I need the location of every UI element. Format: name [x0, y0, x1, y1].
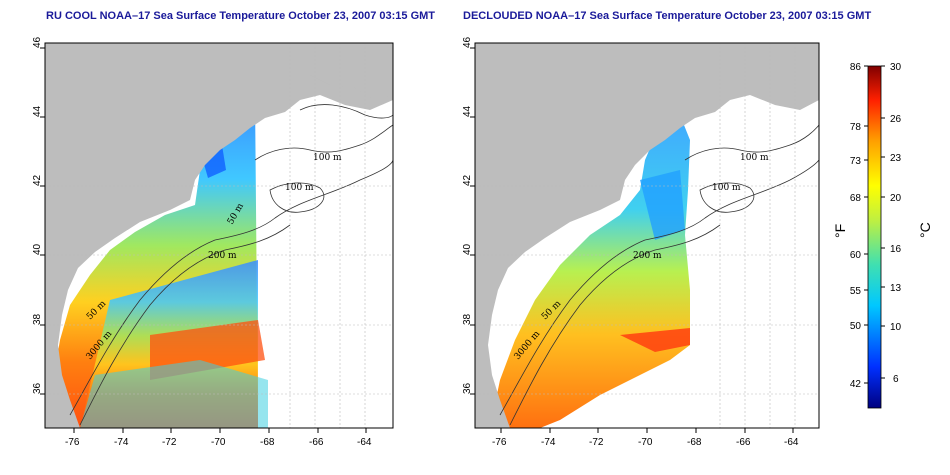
- left-lon-tick--70: -70: [211, 437, 226, 448]
- right-sst-warm-blob: [620, 328, 690, 352]
- left-contour-label-200m: 200 m: [208, 251, 237, 261]
- f-tick-86: 86: [850, 62, 862, 73]
- left-lat-tick-36: 36: [32, 382, 43, 394]
- colorbar-celsius-scale: 30 26 23 20 16 13 10 6: [881, 62, 902, 385]
- c-tick-30: 30: [890, 62, 902, 73]
- c-tick-13: 13: [890, 283, 902, 294]
- colorbar: 86 78 73 68 60 55 50 42 30 26 23 20 16 1…: [832, 62, 933, 409]
- right-land: [475, 43, 819, 428]
- c-tick-26: 26: [890, 114, 902, 125]
- right-lon-tick--74: -74: [541, 437, 556, 448]
- c-tick-10: 10: [890, 322, 902, 333]
- left-lon-tick--76: -76: [65, 437, 80, 448]
- left-land: [45, 43, 393, 428]
- f-tick-60: 60: [850, 250, 862, 261]
- left-contours: [69, 104, 393, 426]
- right-lat-tick-42: 42: [462, 174, 473, 186]
- left-grid: [45, 43, 393, 428]
- left-lon-tick--72: -72: [162, 437, 177, 448]
- f-tick-78: 78: [850, 122, 862, 133]
- left-lon-tick--66: -66: [309, 437, 324, 448]
- c-tick-23: 23: [890, 153, 902, 164]
- right-sst-field: [490, 115, 690, 428]
- left-map: 100 m 100 m 50 m 200 m 50 m 3000 m: [45, 43, 393, 428]
- left-lon-tick--74: -74: [114, 437, 129, 448]
- right-map-title: DECLOUDED NOAA–17 Sea Surface Temperatur…: [463, 10, 872, 22]
- right-lon-tick--64: -64: [784, 437, 799, 448]
- f-tick-42: 42: [850, 379, 862, 390]
- left-lat-axis: 36 38 40 42 44 46: [32, 36, 45, 395]
- right-contour-label-200m: 200 m: [633, 251, 662, 261]
- right-lat-tick-38: 38: [462, 313, 473, 325]
- left-lon-tick--68: -68: [260, 437, 275, 448]
- right-lon-tick--76: -76: [492, 437, 507, 448]
- c-tick-6: 6: [893, 374, 899, 385]
- right-lon-axis: -76 -74 -72 -70 -68 -66 -64: [492, 428, 799, 448]
- f-tick-55: 55: [850, 286, 862, 297]
- right-lat-axis: 36 38 40 42 44 46: [462, 36, 475, 395]
- f-tick-73: 73: [850, 156, 862, 167]
- left-contour-label-100m-b: 100 m: [285, 183, 314, 193]
- right-lon-tick--72: -72: [589, 437, 604, 448]
- colorbar-gradient: [867, 65, 882, 409]
- right-contour-label-100m-a: 100 m: [740, 153, 769, 163]
- left-lat-tick-38: 38: [32, 313, 43, 325]
- f-tick-68: 68: [850, 193, 862, 204]
- celsius-unit-label: °C: [917, 222, 933, 238]
- left-lat-tick-40: 40: [32, 243, 43, 255]
- c-tick-16: 16: [890, 244, 902, 255]
- right-map: 100 m 100 m 200 m 50 m 3000 m: [475, 43, 819, 428]
- left-land-eastern: [290, 43, 393, 100]
- right-lat-tick-44: 44: [462, 105, 473, 117]
- fahrenheit-unit-label: °F: [832, 224, 848, 238]
- left-contour-label-100m-a: 100 m: [313, 153, 342, 163]
- left-lon-axis: -76 -74 -72 -70 -68 -66 -64: [65, 428, 372, 448]
- f-tick-50: 50: [850, 321, 862, 332]
- right-lat-tick-40: 40: [462, 243, 473, 255]
- right-contour-label-100m-b: 100 m: [712, 183, 741, 193]
- right-sst-cold-patch: [640, 170, 685, 240]
- right-grid: [475, 43, 819, 428]
- left-lon-tick--64: -64: [357, 437, 372, 448]
- left-lat-tick-44: 44: [32, 105, 43, 117]
- right-lat-tick-36: 36: [462, 382, 473, 394]
- left-lat-tick-42: 42: [32, 174, 43, 186]
- left-lat-tick-46: 46: [32, 36, 43, 48]
- right-contours: [499, 124, 819, 426]
- right-lon-tick--70: -70: [638, 437, 653, 448]
- right-lon-tick--68: -68: [687, 437, 702, 448]
- right-lon-tick--66: -66: [736, 437, 751, 448]
- colorbar-fahrenheit-scale: 86 78 73 68 60 55 50 42: [850, 62, 868, 390]
- left-map-frame: [44, 42, 394, 429]
- left-map-title: RU COOL NOAA–17 Sea Surface Temperature …: [46, 10, 436, 22]
- right-lat-tick-46: 46: [462, 36, 473, 48]
- c-tick-20: 20: [890, 193, 902, 204]
